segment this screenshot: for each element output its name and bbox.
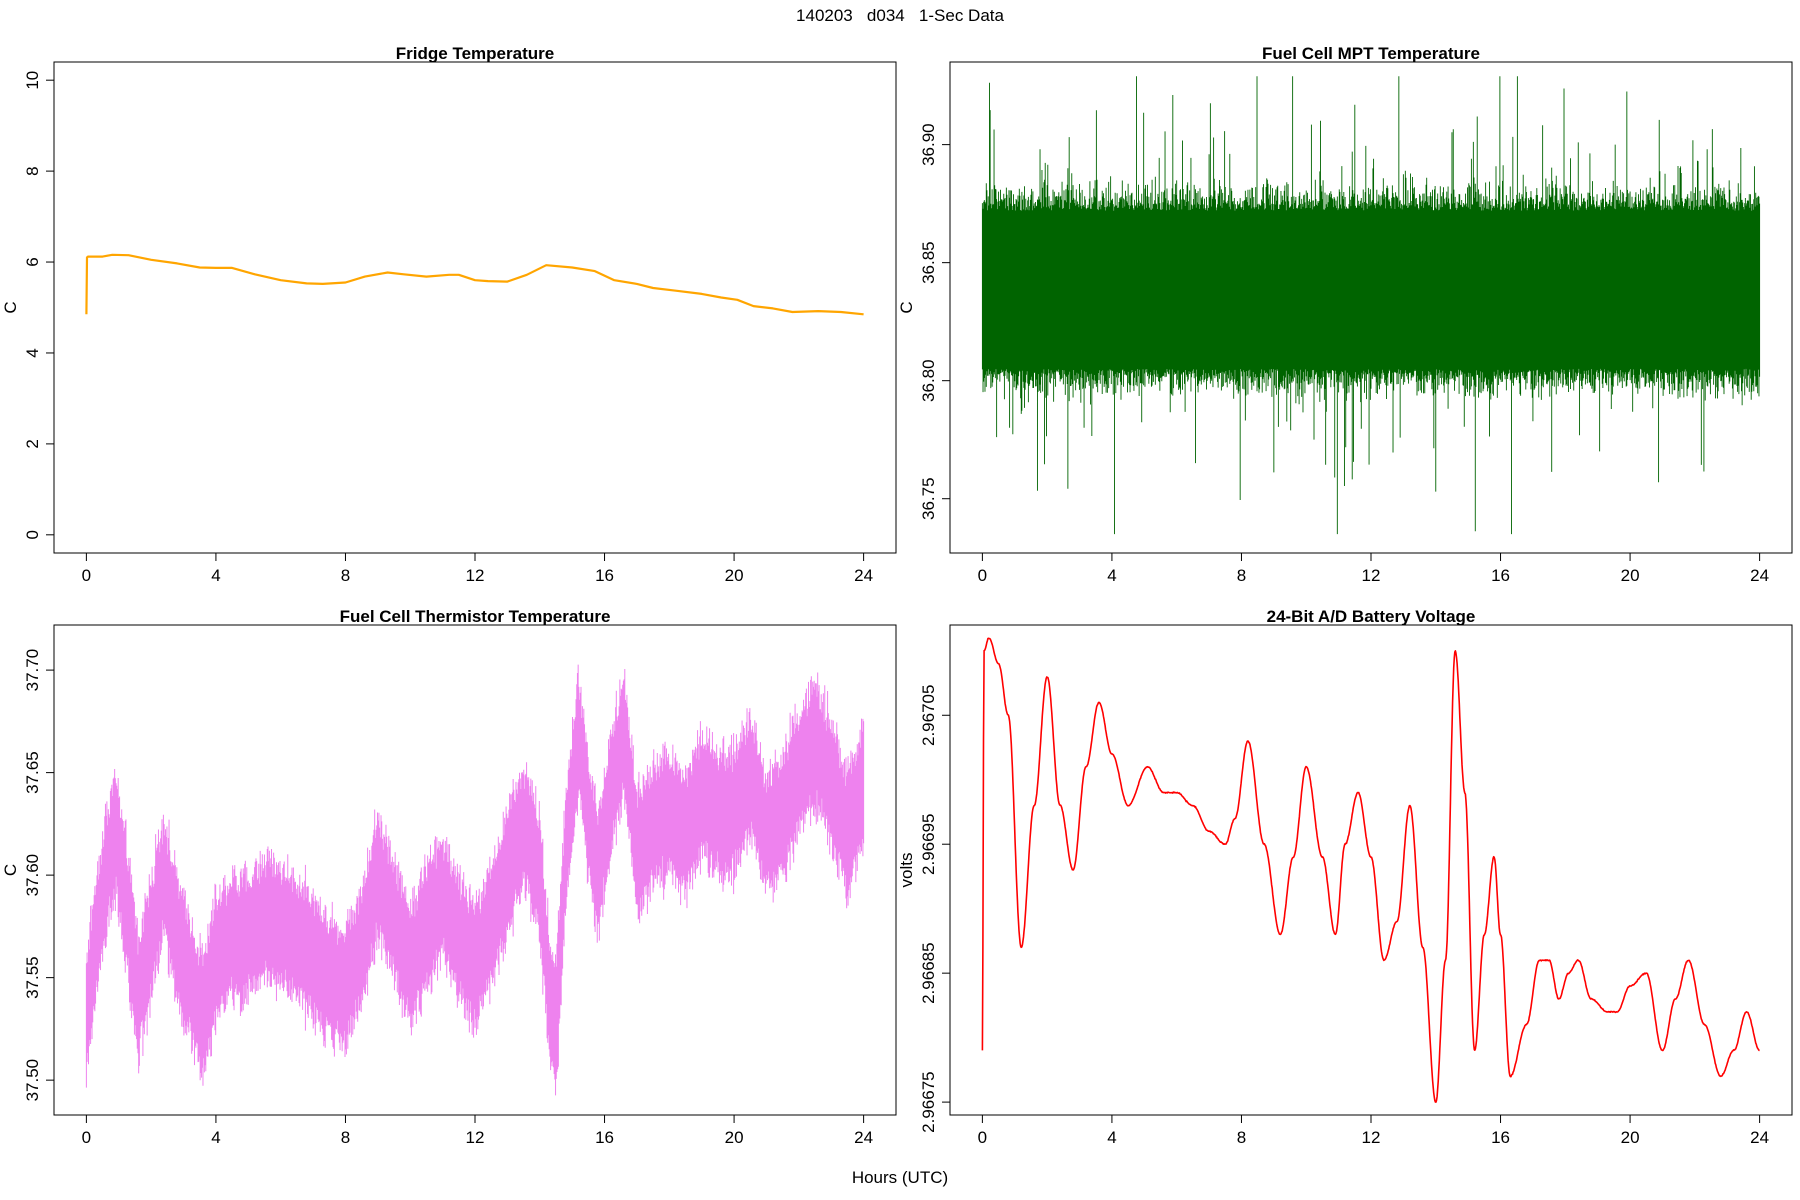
- fridge-temperature-x-tick-label: 8: [341, 566, 350, 585]
- battery-voltage-line: [981, 637, 1760, 1103]
- fridge-temperature-y-tick-label: 6: [23, 257, 42, 266]
- fuel-cell-thermistor-temperature-x-tick-label: 8: [341, 1128, 350, 1147]
- fuel-cell-mpt-temperature-y-tick-label: 36.75: [919, 477, 938, 520]
- battery-voltage-x-tick-label: 12: [1362, 1128, 1381, 1147]
- fridge-temperature-x-tick-label: 0: [82, 566, 91, 585]
- battery-voltage-x-tick-label: 16: [1491, 1128, 1510, 1147]
- battery-voltage-x-axis: 0 4 8 12 16 20 24: [978, 1114, 1769, 1147]
- fuel-cell-thermistor-temperature-x-axis: 0 4 8 12 16 20 24: [82, 1114, 873, 1147]
- fuel-cell-mpt-temperature-core: [982, 220, 1760, 360]
- fuel-cell-thermistor-temperature-x-tick-label: 20: [725, 1128, 744, 1147]
- fridge-temperature-y-tick-label: 0: [23, 530, 42, 539]
- fridge-temperature-x-tick-label: 16: [595, 566, 614, 585]
- battery-voltage-x-tick-label: 0: [978, 1128, 987, 1147]
- fuel-cell-thermistor-temperature-y-tick-label: 37.50: [23, 1059, 42, 1102]
- fuel-cell-thermistor-temperature-series: [85, 664, 865, 1096]
- fridge-temperature-x-tick-label: 4: [211, 566, 220, 585]
- battery-voltage-y-tick-label: 2.96685: [919, 942, 938, 1003]
- fridge-temperature-x-tick-label: 20: [725, 566, 744, 585]
- fuel-cell-mpt-temperature-y-label: C: [897, 301, 916, 313]
- fuel-cell-mpt-temperature-y-axis: 36.75 36.80 36.85 36.90: [919, 123, 951, 520]
- fuel-cell-mpt-temperature-x-tick-label: 0: [978, 566, 987, 585]
- fridge-temperature-x-tick-label: 24: [854, 566, 873, 585]
- fridge-temperature-title: Fridge Temperature: [396, 44, 554, 63]
- fuel-cell-mpt-temperature-x-tick-label: 20: [1621, 566, 1640, 585]
- fuel-cell-mpt-temperature-x-tick-label: 16: [1491, 566, 1510, 585]
- battery-voltage-y-tick-label: 2.96675: [919, 1071, 938, 1132]
- fuel-cell-thermistor-temperature-x-tick-label: 24: [854, 1128, 873, 1147]
- battery-voltage-x-tick-label: 8: [1237, 1128, 1246, 1147]
- fridge-temperature-x-tick-label: 12: [466, 566, 485, 585]
- fuel-cell-mpt-temperature-x-tick-label: 24: [1750, 566, 1769, 585]
- fuel-cell-thermistor-temperature-y-tick-label: 37.60: [23, 854, 42, 897]
- fridge-temperature-line: [85, 253, 864, 316]
- fuel-cell-thermistor-temperature-title: Fuel Cell Thermistor Temperature: [340, 607, 611, 626]
- fuel-cell-thermistor-temperature-band: [85, 664, 865, 1096]
- fuel-cell-thermistor-temperature-x-tick-label: 0: [82, 1128, 91, 1147]
- figure-title: 140203 d034 1-Sec Data: [796, 6, 1004, 25]
- fuel-cell-thermistor-temperature-x-tick-label: 16: [595, 1128, 614, 1147]
- battery-voltage-x-tick-label: 20: [1621, 1128, 1640, 1147]
- fridge-temperature-y-axis: 0 2 4 6 8 10: [23, 71, 55, 540]
- fuel-cell-thermistor-temperature-y-label: C: [1, 864, 20, 876]
- battery-voltage-y-label: volts: [897, 853, 916, 888]
- fuel-cell-thermistor-temperature-y-tick-label: 37.55: [23, 956, 42, 999]
- battery-voltage-x-tick-label: 24: [1750, 1128, 1769, 1147]
- fridge-temperature-series: [85, 253, 864, 316]
- battery-voltage-y-tick-label: 2.96705: [919, 685, 938, 746]
- fridge-temperature-y-tick-label: 8: [23, 166, 42, 175]
- battery-voltage-y-axis: 2.96675 2.96685 2.96695 2.96705: [919, 685, 951, 1133]
- fridge-temperature-y-tick-label: 2: [23, 439, 42, 448]
- battery-voltage-y-tick-label: 2.96695: [919, 813, 938, 874]
- fuel-cell-thermistor-temperature-x-tick-label: 12: [466, 1128, 485, 1147]
- fuel-cell-mpt-temperature-x-axis: 0 4 8 12 16 20 24: [978, 552, 1769, 585]
- fuel-cell-thermistor-temperature-y-tick-label: 37.65: [23, 751, 42, 794]
- fridge-temperature-y-label: C: [1, 301, 20, 313]
- fuel-cell-mpt-temperature-x-tick-label: 8: [1237, 566, 1246, 585]
- battery-voltage-x-tick-label: 4: [1107, 1128, 1116, 1147]
- fuel-cell-thermistor-temperature-y-axis: 37.50 37.55 37.60 37.65 37.70: [23, 649, 55, 1102]
- fuel-cell-mpt-temperature-y-tick-label: 36.85: [919, 241, 938, 284]
- fridge-temperature-y-tick-label: 10: [23, 71, 42, 90]
- fuel-cell-mpt-temperature-y-tick-label: 36.80: [919, 359, 938, 402]
- fridge-temperature-x-axis: 0 4 8 12 16 20 24: [82, 552, 873, 585]
- fuel-cell-thermistor-temperature-y-tick-label: 37.70: [23, 649, 42, 692]
- fridge-temperature-y-tick-label: 4: [23, 348, 42, 357]
- fuel-cell-mpt-temperature-x-tick-label: 12: [1362, 566, 1381, 585]
- fuel-cell-mpt-temperature-y-tick-label: 36.90: [919, 123, 938, 166]
- fuel-cell-thermistor-temperature-x-tick-label: 4: [211, 1128, 220, 1147]
- battery-voltage-title: 24-Bit A/D Battery Voltage: [1267, 607, 1476, 626]
- fuel-cell-mpt-temperature-series: [981, 76, 1761, 535]
- battery-voltage-series: [981, 637, 1760, 1103]
- fuel-cell-mpt-temperature-title: Fuel Cell MPT Temperature: [1262, 44, 1480, 63]
- x-axis-label: Hours (UTC): [851, 1168, 949, 1187]
- fuel-cell-mpt-temperature-x-tick-label: 4: [1107, 566, 1116, 585]
